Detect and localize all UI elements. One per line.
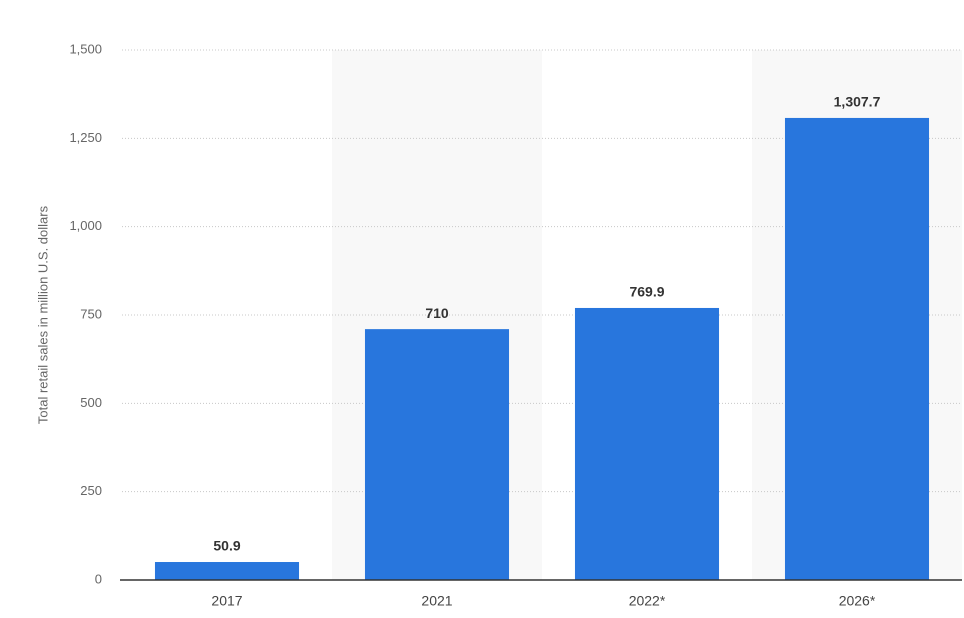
bar bbox=[364, 329, 510, 580]
y-tick-label: 0 bbox=[95, 571, 102, 586]
value-label: 1,307.7 bbox=[834, 94, 881, 110]
x-tick-label: 2017 bbox=[211, 593, 242, 609]
value-label: 710 bbox=[425, 305, 449, 321]
x-tick-label: 2022* bbox=[629, 593, 666, 609]
y-tick-label: 500 bbox=[80, 395, 102, 410]
value-label: 769.9 bbox=[629, 284, 664, 300]
y-tick-label: 750 bbox=[80, 306, 102, 321]
y-tick-label: 1,000 bbox=[69, 218, 102, 233]
x-tick-label: 2021 bbox=[421, 593, 452, 609]
bar bbox=[784, 117, 930, 581]
y-tick-label: 250 bbox=[80, 483, 102, 498]
bar bbox=[574, 307, 720, 580]
value-label: 50.9 bbox=[213, 538, 240, 554]
y-tick-label: 1,250 bbox=[69, 130, 102, 145]
y-tick-label: 1,500 bbox=[69, 41, 102, 56]
y-axis-label: Total retail sales in million U.S. dolla… bbox=[35, 205, 50, 424]
bar bbox=[154, 562, 300, 580]
x-tick-label: 2026* bbox=[839, 593, 876, 609]
